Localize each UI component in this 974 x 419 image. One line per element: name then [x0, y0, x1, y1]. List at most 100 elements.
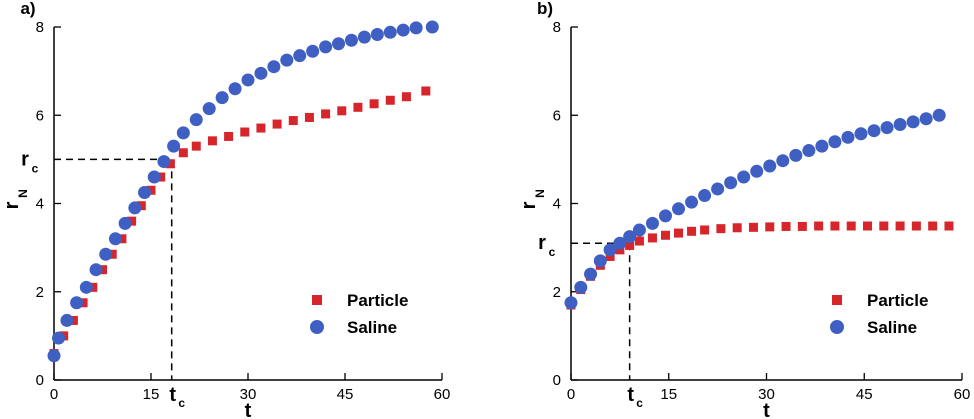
- legend-label-particle: Particle: [867, 291, 928, 310]
- data-point-saline: [138, 185, 152, 199]
- data-point-particle: [944, 221, 954, 231]
- legend-label-saline: Saline: [867, 318, 917, 337]
- data-point-particle: [879, 221, 889, 231]
- data-point-saline: [344, 33, 358, 47]
- data-point-particle: [165, 159, 175, 169]
- y-tick-label: 4: [553, 196, 561, 213]
- data-point-particle: [615, 245, 625, 255]
- data-point-particle: [288, 116, 298, 126]
- data-point-saline: [332, 37, 346, 51]
- y-tick-label: 2: [553, 284, 561, 301]
- data-point-particle: [634, 236, 644, 246]
- data-point-saline: [202, 102, 216, 116]
- legend-marker-particle: [832, 295, 842, 305]
- y-tick-label: 6: [36, 107, 44, 124]
- data-point-saline: [241, 73, 255, 87]
- data-point-saline: [79, 280, 93, 294]
- data-point-saline: [47, 349, 61, 363]
- x-tick-label: 45: [856, 386, 873, 403]
- data-point-particle: [240, 127, 250, 137]
- data-point-saline: [880, 121, 894, 135]
- critical-radius-label-subscript: c: [549, 245, 556, 259]
- data-point-particle: [385, 95, 395, 105]
- data-point-particle: [895, 221, 905, 231]
- data-point-particle: [765, 222, 775, 232]
- data-point-saline: [672, 202, 686, 216]
- data-point-particle: [272, 119, 282, 129]
- data-point-saline: [613, 236, 627, 250]
- data-point-saline: [254, 66, 268, 80]
- legend-marker-saline: [830, 320, 844, 334]
- data-point-saline: [396, 23, 410, 37]
- data-point-particle: [178, 148, 188, 158]
- data-point-saline: [854, 127, 868, 141]
- y-tick-label: 8: [553, 19, 561, 36]
- data-point-particle: [304, 112, 314, 122]
- data-point-particle: [732, 223, 742, 233]
- data-point-saline: [564, 296, 578, 310]
- data-point-saline: [70, 296, 84, 310]
- data-point-saline: [750, 164, 764, 178]
- data-point-particle: [369, 99, 379, 109]
- data-point-particle: [605, 251, 615, 261]
- y-tick-label: 2: [36, 284, 44, 301]
- data-point-saline: [280, 53, 294, 67]
- panel-label: a): [20, 0, 35, 18]
- y-axis-label-subscript: N: [16, 189, 30, 198]
- data-point-saline: [724, 176, 738, 190]
- data-point-saline: [658, 209, 672, 223]
- critical-radius-label: r: [538, 232, 546, 254]
- data-point-particle: [674, 228, 684, 238]
- critical-radius-label: r: [21, 148, 29, 170]
- data-point-particle: [660, 230, 670, 240]
- data-point-saline: [737, 170, 751, 184]
- critical-time-label: t: [627, 384, 634, 406]
- data-point-saline: [60, 313, 74, 327]
- data-point-particle: [716, 224, 726, 234]
- data-point-saline: [293, 49, 307, 63]
- data-point-saline: [215, 91, 229, 105]
- data-point-saline: [108, 232, 122, 246]
- data-point-saline: [370, 28, 384, 42]
- x-tick-label: 60: [954, 386, 971, 403]
- data-point-particle: [748, 222, 758, 232]
- series-saline: [564, 108, 946, 310]
- panel-label: b): [537, 0, 553, 18]
- data-point-particle: [146, 185, 156, 195]
- data-point-saline: [357, 30, 371, 44]
- data-point-saline: [763, 159, 777, 173]
- data-point-saline: [176, 126, 190, 140]
- y-tick-label: 0: [36, 372, 44, 389]
- y-tick-label: 8: [36, 19, 44, 36]
- data-point-particle: [797, 221, 807, 231]
- x-axis-label: t: [245, 400, 252, 419]
- x-tick-label: 15: [660, 386, 677, 403]
- data-point-saline: [167, 139, 181, 153]
- data-point-particle: [127, 216, 137, 226]
- x-tick-label: 45: [337, 386, 354, 403]
- x-tick-label: 30: [758, 386, 775, 403]
- data-point-saline: [776, 154, 790, 168]
- data-point-particle: [814, 221, 824, 231]
- data-point-particle: [700, 225, 710, 235]
- critical-time-label-subscript: c: [636, 396, 643, 410]
- data-point-saline: [789, 148, 803, 162]
- legend: Particle Saline: [310, 291, 408, 337]
- data-point-particle: [687, 226, 697, 236]
- data-point-saline: [841, 130, 855, 144]
- data-point-particle: [846, 221, 856, 231]
- x-tick-label: 0: [50, 386, 58, 403]
- data-point-saline: [89, 263, 103, 277]
- data-point-saline: [52, 331, 66, 345]
- data-point-saline: [118, 216, 132, 230]
- data-point-particle: [625, 240, 635, 250]
- x-axis-label: t: [763, 400, 770, 419]
- legend: Particle Saline: [830, 291, 928, 337]
- data-point-particle: [928, 221, 938, 231]
- y-axis-label: r: [1, 201, 23, 209]
- y-axis-label: r: [518, 201, 540, 209]
- data-point-saline: [645, 216, 659, 230]
- legend-marker-saline: [310, 320, 324, 334]
- x-tick-label: 60: [434, 386, 451, 403]
- x-tick-label: 0: [567, 386, 575, 403]
